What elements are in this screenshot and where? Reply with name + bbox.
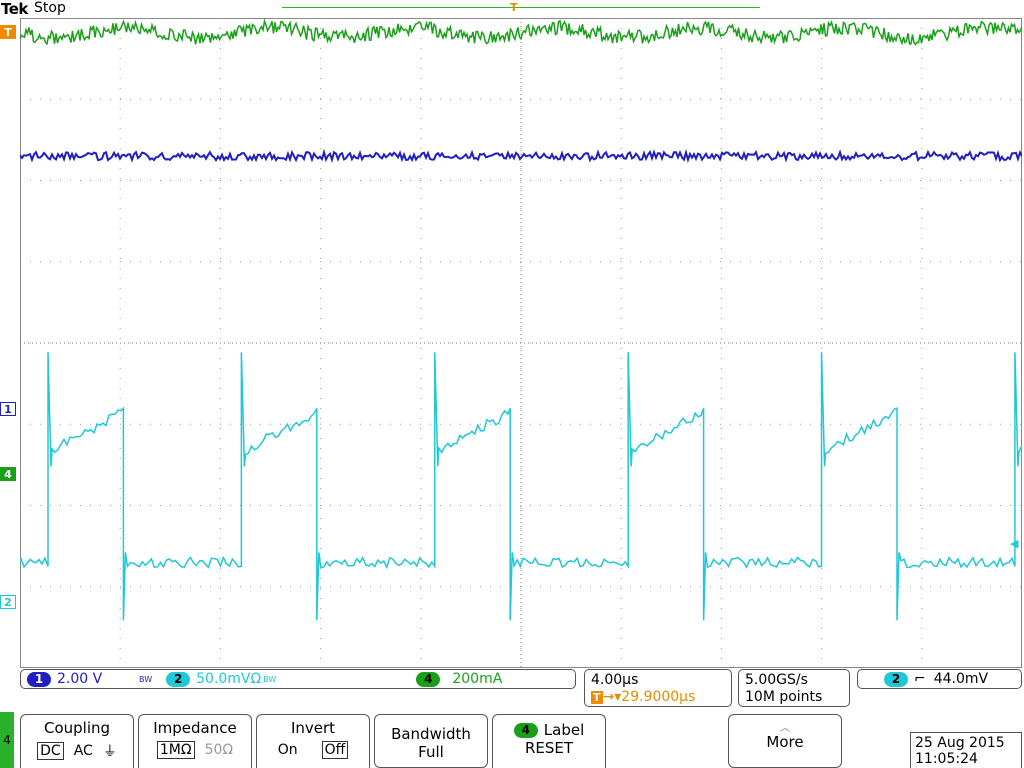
trigger-level: 44.0mV (934, 671, 988, 687)
coupling-option-ac[interactable]: AC (74, 743, 93, 759)
time: 11:05:24 (915, 751, 1017, 767)
more-label: More (766, 733, 803, 751)
brand-logo: Tek (1, 0, 28, 18)
channel-menu: 4 Coupling DC AC ⏚ Impedance 1MΩ 50Ω Inv… (0, 712, 1024, 768)
sample-rate: 5.00GS/s (745, 672, 843, 689)
ch2-badge: 2 (166, 672, 190, 687)
ch2-ground-marker[interactable]: 2 (0, 595, 16, 609)
ch4-badge: 4 (416, 672, 440, 687)
coupling-button[interactable]: Coupling DC AC ⏚ (20, 714, 134, 768)
impedance-button[interactable]: Impedance 1MΩ 50Ω (138, 714, 252, 768)
acquisition-readout[interactable]: 5.00GS/s 10M points (738, 669, 850, 707)
trigger-level-arrow-icon: ◀ (1010, 537, 1018, 550)
falling-edge-icon: ⌐ (914, 671, 926, 687)
bandwidth-title: Bandwidth (375, 725, 487, 743)
ground-icon[interactable]: ⏚ (103, 741, 117, 761)
invert-option-off[interactable]: Off (322, 741, 349, 759)
label-channel-badge: 4 (514, 723, 538, 738)
ch4-ground-marker[interactable]: 4 (0, 467, 16, 481)
ch2-bw-limit-icon: BW (263, 675, 276, 684)
chevron-up-icon: ︿ (729, 725, 841, 733)
trigger-offset: T →▾29.9000µs (591, 689, 725, 706)
impedance-option-1m[interactable]: 1MΩ (157, 741, 195, 759)
timebase-readout[interactable]: 4.00µs T →▾29.9000µs (584, 669, 732, 707)
ch2-scale: 50.0mVΩ (196, 671, 261, 687)
timebase-scale: 4.00µs (591, 672, 725, 689)
channel-readout[interactable]: 1 2.00 V BW 2 50.0mVΩ BW 4 200mA (20, 669, 576, 689)
ch1-ground-marker[interactable]: 1 (0, 402, 16, 416)
label-button[interactable]: 4 Label RESET (492, 714, 606, 768)
record-length: 10M points (745, 689, 843, 706)
acquisition-state: Stop (34, 0, 66, 16)
trigger-offset-icon: T (591, 691, 603, 704)
ch1-bw-limit-icon: BW (139, 675, 152, 684)
invert-option-on[interactable]: On (278, 742, 298, 758)
trigger-readout[interactable]: 2 ⌐ 44.0mV (857, 669, 1022, 689)
ch1-scale: 2.00 V (57, 671, 137, 687)
invert-button[interactable]: Invert On Off (256, 714, 370, 768)
bandwidth-button[interactable]: Bandwidth Full (374, 714, 488, 768)
bandwidth-value: Full (375, 743, 487, 761)
coupling-option-dc[interactable]: DC (37, 742, 64, 760)
invert-title: Invert (257, 719, 369, 737)
ch4-trace (20, 21, 1022, 45)
ch1-badge: 1 (27, 672, 51, 687)
coupling-title: Coupling (21, 719, 133, 737)
more-button[interactable]: ︿ More (728, 714, 842, 768)
trigger-offset-value: 29.9000µs (621, 689, 695, 705)
ch1-trace (20, 152, 1022, 160)
label-title: Label (544, 721, 584, 739)
record-position-bar (282, 7, 760, 8)
impedance-title: Impedance (139, 719, 251, 737)
trigger-level-marker[interactable]: T (0, 25, 16, 39)
waveform-display (20, 18, 1022, 668)
ch4-scale: 200mA (452, 671, 502, 687)
graticule-svg (20, 18, 1022, 668)
top-status-bar: Tek Stop T (0, 0, 1024, 18)
trigger-source-badge: 2 (884, 672, 908, 687)
date: 25 Aug 2015 (915, 735, 1017, 751)
date-time-display: 25 Aug 2015 11:05:24 (910, 732, 1022, 768)
trigger-position-marker[interactable]: T (510, 1, 518, 14)
channel-menu-tab[interactable]: 4 (0, 712, 14, 768)
label-value: RESET (493, 739, 605, 757)
impedance-option-50[interactable]: 50Ω (205, 742, 234, 758)
